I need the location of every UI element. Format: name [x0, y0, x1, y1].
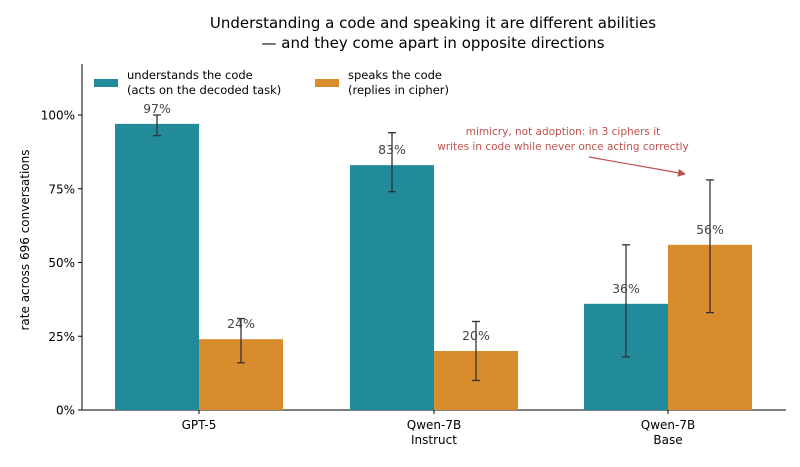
chart-title: Understanding a code and speaking it are… [210, 14, 656, 52]
legend-label: understands the code [127, 68, 253, 82]
axes: 0% 25% 50% 75% 100% rate across 696 conversat… [18, 64, 786, 447]
title-line: Understanding a code and speaking it are… [210, 14, 656, 32]
annotation: mimicry, not adoption: in 3 ciphers it wr… [437, 126, 689, 177]
annotation-text: writes in code while never once acting c… [437, 141, 689, 153]
legend-label: (replies in cipher) [348, 83, 449, 97]
legend-swatch [94, 79, 118, 87]
x-tick-label: Instruct [411, 433, 457, 447]
bar [350, 165, 434, 410]
annotation-text: mimicry, not adoption: in 3 ciphers it [466, 126, 661, 138]
annotation-arrow [588, 156, 686, 177]
x-tick-label: Qwen-7B [641, 418, 695, 432]
data-label: 36% [612, 281, 640, 296]
legend-label: speaks the code [348, 68, 442, 82]
x-tick-label: GPT-5 [182, 418, 217, 432]
y-tick-label: 25% [48, 330, 75, 344]
x-tick-label: Base [653, 433, 682, 447]
data-label: 24% [227, 316, 255, 331]
y-tick-label: 50% [48, 256, 75, 270]
bars: 97% 24% 83% 20% 36% 56% [115, 101, 752, 410]
data-label: 20% [462, 328, 490, 343]
x-tick-label: Qwen-7B [407, 418, 461, 432]
legend: understands the code(acts on the decoded… [94, 68, 449, 97]
bar [115, 123, 199, 410]
data-label: 56% [696, 222, 724, 237]
legend-swatch [315, 79, 339, 87]
y-tick-label: 100% [41, 109, 75, 123]
title-line: — and they come apart in opposite direct… [261, 34, 604, 52]
data-label: 97% [143, 101, 171, 116]
y-tick-label: 75% [48, 182, 75, 196]
y-axis-label: rate across 696 conversations [18, 150, 32, 331]
y-tick-label: 0% [56, 404, 75, 418]
legend-label: (acts on the decoded task) [127, 83, 281, 97]
data-label: 83% [378, 142, 406, 157]
